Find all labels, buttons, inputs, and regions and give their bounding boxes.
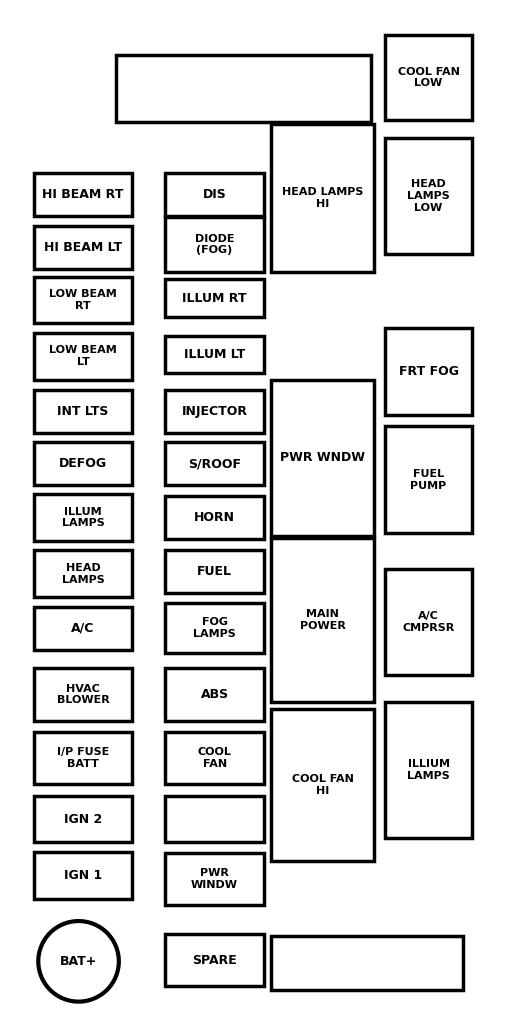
FancyBboxPatch shape <box>166 550 264 593</box>
FancyBboxPatch shape <box>385 569 472 675</box>
Text: FOG
LAMPS: FOG LAMPS <box>193 617 236 639</box>
Text: IGN 2: IGN 2 <box>64 812 102 825</box>
Text: A/C
CMPRSR: A/C CMPRSR <box>402 611 455 633</box>
Text: COOL FAN
LOW: COOL FAN LOW <box>398 67 459 88</box>
FancyBboxPatch shape <box>34 852 132 899</box>
Text: HEAD
LAMPS
LOW: HEAD LAMPS LOW <box>407 179 450 213</box>
Text: HI BEAM LT: HI BEAM LT <box>44 241 122 254</box>
Text: I/P FUSE
BATT: I/P FUSE BATT <box>57 748 109 769</box>
FancyBboxPatch shape <box>166 336 264 374</box>
FancyBboxPatch shape <box>385 35 472 120</box>
Text: IGN 1: IGN 1 <box>64 869 102 882</box>
Text: PWR
WINDW: PWR WINDW <box>191 868 238 890</box>
FancyBboxPatch shape <box>385 701 472 838</box>
Text: A/C: A/C <box>71 622 94 635</box>
FancyBboxPatch shape <box>166 853 264 905</box>
Text: FRT FOG: FRT FOG <box>399 365 459 378</box>
FancyBboxPatch shape <box>166 217 264 272</box>
Text: INT LTS: INT LTS <box>57 406 109 418</box>
Text: HEAD LAMPS
HI: HEAD LAMPS HI <box>282 187 363 209</box>
FancyBboxPatch shape <box>166 173 264 216</box>
Text: DEFOG: DEFOG <box>59 457 107 470</box>
Text: ILLUM RT: ILLUM RT <box>182 292 247 304</box>
Circle shape <box>38 921 119 1001</box>
FancyBboxPatch shape <box>271 380 374 537</box>
FancyBboxPatch shape <box>271 709 374 861</box>
Text: INJECTOR: INJECTOR <box>182 406 247 418</box>
FancyBboxPatch shape <box>34 495 132 541</box>
Text: ILLIUM
LAMPS: ILLIUM LAMPS <box>407 759 450 780</box>
Text: COOL FAN
HI: COOL FAN HI <box>292 774 354 796</box>
FancyBboxPatch shape <box>166 442 264 485</box>
Text: HEAD
LAMPS: HEAD LAMPS <box>61 563 105 585</box>
FancyBboxPatch shape <box>166 796 264 843</box>
FancyBboxPatch shape <box>271 538 374 701</box>
FancyBboxPatch shape <box>166 280 264 316</box>
FancyBboxPatch shape <box>34 442 132 485</box>
FancyBboxPatch shape <box>34 796 132 843</box>
FancyBboxPatch shape <box>271 936 463 990</box>
Text: LOW BEAM
RT: LOW BEAM RT <box>49 289 117 310</box>
Text: FUEL: FUEL <box>197 564 232 578</box>
FancyBboxPatch shape <box>166 668 264 722</box>
FancyBboxPatch shape <box>166 732 264 784</box>
Text: HVAC
BLOWER: HVAC BLOWER <box>57 684 109 706</box>
Text: PWR WNDW: PWR WNDW <box>280 452 365 464</box>
FancyBboxPatch shape <box>34 225 132 268</box>
FancyBboxPatch shape <box>166 496 264 539</box>
FancyBboxPatch shape <box>34 173 132 216</box>
FancyBboxPatch shape <box>116 54 371 122</box>
Text: S/ROOF: S/ROOF <box>188 457 241 470</box>
FancyBboxPatch shape <box>385 328 472 416</box>
Text: HORN: HORN <box>194 511 235 524</box>
Text: MAIN
POWER: MAIN POWER <box>300 609 345 631</box>
FancyBboxPatch shape <box>34 390 132 433</box>
Text: LOW BEAM
LT: LOW BEAM LT <box>49 345 117 367</box>
FancyBboxPatch shape <box>34 276 132 324</box>
Text: COOL
FAN: COOL FAN <box>198 748 232 769</box>
Text: DIODE
(FOG): DIODE (FOG) <box>195 233 234 255</box>
FancyBboxPatch shape <box>34 333 132 380</box>
FancyBboxPatch shape <box>385 138 472 254</box>
FancyBboxPatch shape <box>34 551 132 597</box>
FancyBboxPatch shape <box>34 607 132 650</box>
Text: DIS: DIS <box>203 187 227 201</box>
FancyBboxPatch shape <box>34 668 132 722</box>
Text: FUEL
PUMP: FUEL PUMP <box>410 469 447 490</box>
FancyBboxPatch shape <box>34 732 132 784</box>
FancyBboxPatch shape <box>166 935 264 986</box>
FancyBboxPatch shape <box>385 426 472 534</box>
Text: ABS: ABS <box>201 688 229 701</box>
FancyBboxPatch shape <box>271 125 374 272</box>
Text: HI BEAM RT: HI BEAM RT <box>42 187 124 201</box>
Text: BAT+: BAT+ <box>60 954 97 968</box>
Text: ILLUM LT: ILLUM LT <box>184 348 245 361</box>
Text: ILLUM
LAMPS: ILLUM LAMPS <box>61 507 105 528</box>
Text: SPARE: SPARE <box>192 954 237 967</box>
FancyBboxPatch shape <box>166 390 264 433</box>
FancyBboxPatch shape <box>166 603 264 652</box>
